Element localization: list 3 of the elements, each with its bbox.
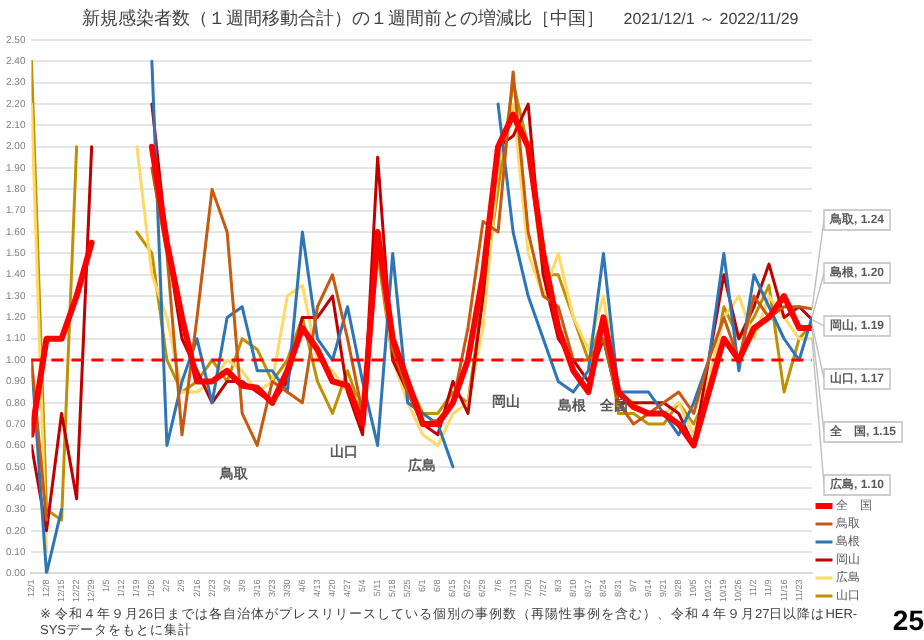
chart-subtitle: 2021/12/1 ～ 2022/11/29: [623, 10, 799, 28]
text: 25: [892, 604, 924, 636]
chart-title: 新規感染者数（１週間移動合計）の１週間前との増減比［中国］: [81, 8, 604, 28]
